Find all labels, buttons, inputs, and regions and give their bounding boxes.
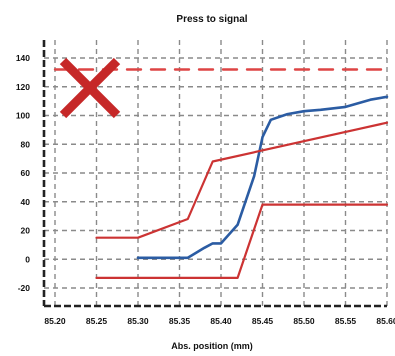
fail-x-stroke-2 [59, 57, 121, 119]
x-tick-labels: 85.20 85.25 85.30 85.35 85.40 85.45 85.50 85.55… [44, 316, 395, 326]
series-lower-limit [95, 203, 389, 279]
y-tick-labels: 140 120 100 80 60 40 20 0 -20 [16, 53, 30, 293]
x-tick-label: 85.40 [210, 316, 232, 326]
x-tick-label: 85.55 [335, 316, 357, 326]
y-tick-label: 80 [21, 139, 31, 149]
axes [42, 40, 387, 308]
series-upper-limit [95, 121, 389, 239]
y-tick-label: 40 [21, 197, 31, 207]
x-axis-label: Abs. position (mm) [171, 341, 253, 351]
y-tick-label: 120 [16, 82, 30, 92]
grid [44, 40, 388, 306]
y-tick-label: 60 [21, 168, 31, 178]
x-tick-label: 85.50 [293, 316, 315, 326]
x-tick-label: 85.20 [44, 316, 66, 326]
y-tick-label: 0 [25, 254, 30, 264]
chart-title: Press to signal [176, 14, 247, 25]
y-tick-label: 140 [16, 53, 30, 63]
x-tick-label: 85.60 [376, 316, 395, 326]
fail-marker [59, 57, 121, 119]
y-tick-label: 100 [16, 111, 30, 121]
x-tick-label: 85.30 [127, 316, 149, 326]
series-measured [136, 95, 389, 260]
y-tick-label: 20 [21, 226, 31, 236]
y-tick-label: -20 [18, 283, 31, 293]
x-tick-label: 85.25 [86, 316, 108, 326]
x-tick-label: 85.35 [169, 316, 191, 326]
x-tick-label: 85.45 [252, 316, 274, 326]
